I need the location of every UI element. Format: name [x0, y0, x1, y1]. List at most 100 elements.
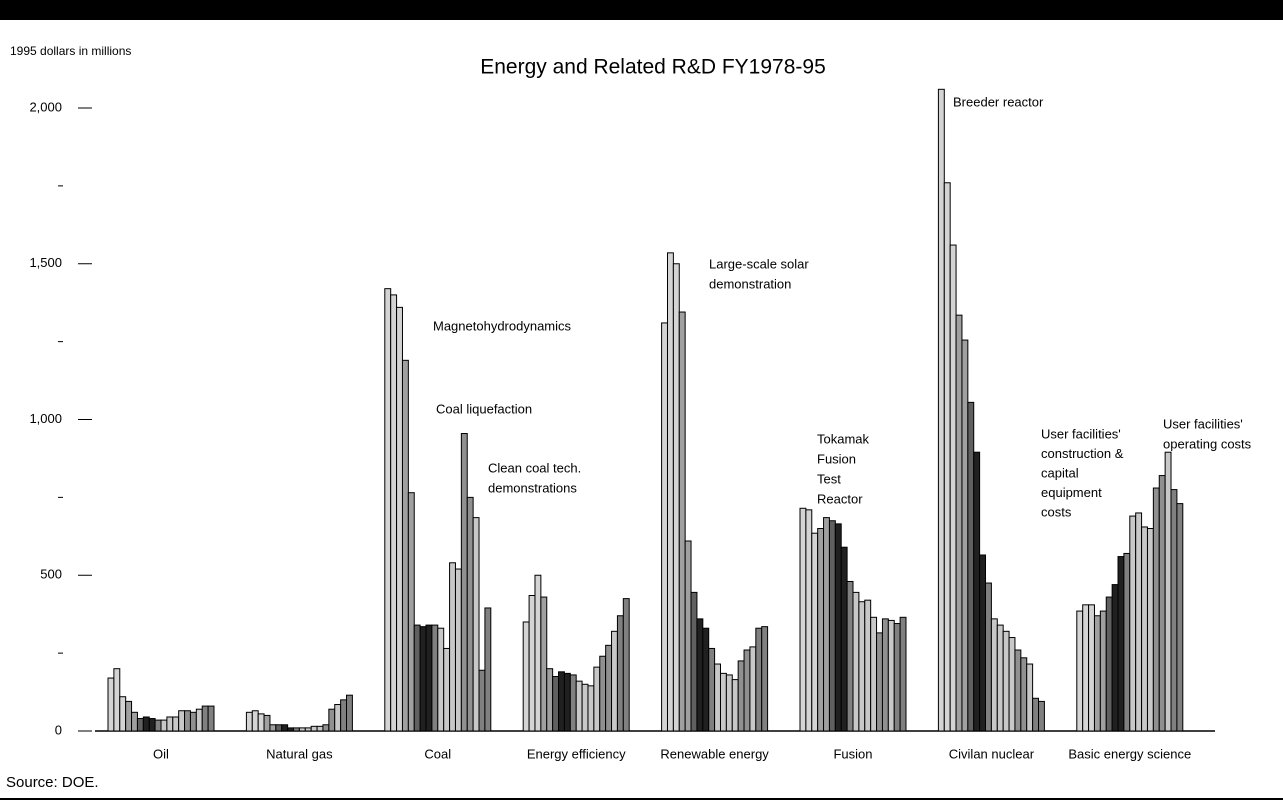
annotation: Reactor	[817, 491, 863, 506]
bar	[316, 725, 324, 732]
bar	[823, 517, 830, 732]
bar	[449, 562, 456, 732]
bar	[967, 401, 975, 732]
bar	[1164, 451, 1172, 732]
bar	[401, 359, 409, 732]
bar	[431, 624, 439, 732]
bar	[443, 647, 451, 732]
bar	[484, 607, 492, 732]
bar	[943, 182, 951, 732]
bar	[1141, 526, 1148, 732]
bar	[743, 649, 751, 732]
bar	[472, 517, 480, 732]
bar	[454, 568, 462, 732]
bar	[540, 596, 548, 732]
bar	[478, 669, 486, 732]
bar	[581, 683, 589, 732]
bar	[184, 710, 191, 732]
bar	[304, 727, 312, 732]
annotation: Coal liquefaction	[436, 401, 532, 416]
bar	[154, 719, 162, 732]
bar	[328, 708, 336, 732]
y-tick-label: 2,000	[29, 99, 62, 114]
source: Source: DOE.	[6, 774, 99, 791]
annotation: equipment	[1041, 485, 1102, 500]
bar	[1129, 515, 1137, 732]
y-axis-label: 1995 dollars in millions	[10, 44, 131, 58]
bar	[1093, 615, 1101, 732]
annotation: demonstrations	[488, 480, 577, 495]
annotation: costs	[1041, 504, 1072, 519]
top-band	[0, 0, 1283, 20]
bar	[136, 718, 144, 732]
bar	[731, 679, 739, 732]
bar	[298, 727, 306, 732]
bar	[1170, 489, 1178, 732]
bar	[413, 624, 421, 732]
bar	[852, 591, 860, 732]
bar	[142, 716, 150, 732]
x-tick-label: Basic energy science	[1068, 746, 1191, 761]
bar	[322, 724, 330, 732]
bar	[961, 339, 969, 732]
bar	[672, 263, 680, 732]
annotation: User facilities'	[1041, 426, 1121, 441]
bar	[887, 619, 895, 732]
bar	[864, 599, 872, 732]
bar	[245, 711, 253, 732]
annotation: Magnetohydrodynamics	[433, 318, 572, 333]
bar	[605, 644, 613, 732]
bar	[172, 716, 180, 732]
bar	[678, 311, 686, 732]
bar	[840, 546, 848, 732]
bar	[661, 322, 668, 732]
x-tick-label: Coal	[424, 746, 451, 761]
bar	[996, 624, 1004, 732]
bar	[616, 615, 624, 732]
bar	[1088, 604, 1095, 732]
bar	[622, 598, 630, 732]
bar	[340, 699, 348, 732]
bar	[178, 710, 186, 732]
bar	[846, 580, 854, 732]
bar	[346, 694, 353, 732]
bar	[437, 627, 445, 732]
bar	[985, 582, 992, 732]
bar	[287, 727, 295, 732]
y-tick-label: 1,500	[29, 255, 62, 270]
annotation: operating costs	[1163, 436, 1252, 451]
bar	[761, 626, 769, 732]
bar	[113, 668, 121, 732]
bar	[611, 630, 618, 732]
bar	[755, 627, 763, 732]
bar	[1176, 503, 1184, 732]
bar	[817, 528, 825, 732]
bar	[125, 700, 133, 732]
bar	[201, 705, 209, 732]
annotation: capital	[1041, 465, 1079, 480]
bar	[466, 496, 474, 732]
bar	[955, 314, 963, 732]
bar	[522, 621, 530, 732]
bar	[166, 716, 174, 732]
bar	[1105, 596, 1113, 732]
bar	[1026, 663, 1034, 732]
bar	[275, 724, 283, 732]
annotation: Breeder reactor	[953, 94, 1044, 109]
bar	[737, 660, 745, 732]
bar	[1146, 528, 1154, 732]
bar	[119, 696, 127, 732]
bar	[690, 591, 698, 732]
bar	[805, 509, 813, 732]
bar	[207, 705, 215, 732]
bar	[281, 724, 289, 732]
bar	[563, 672, 571, 732]
bar	[599, 655, 607, 732]
x-tick-label: Energy efficiency	[527, 746, 626, 761]
bar	[257, 713, 265, 732]
bar	[799, 507, 807, 732]
bar	[1076, 610, 1084, 732]
bar	[1111, 584, 1119, 732]
bar	[1099, 610, 1107, 732]
